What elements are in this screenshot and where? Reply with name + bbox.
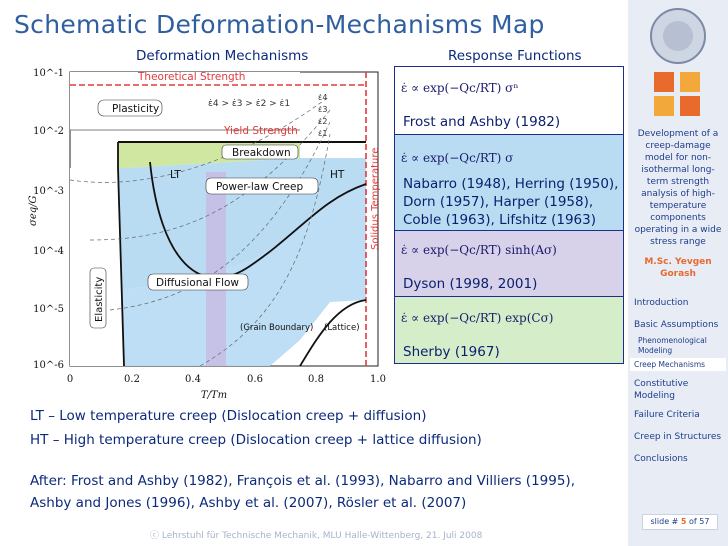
yield-strength-label: Yield Strength bbox=[223, 125, 298, 137]
elasticity-label: Elasticity bbox=[94, 277, 105, 322]
footer: ⓒ Lehrstuhl für Technische Mechanik, MLU… bbox=[150, 531, 483, 541]
nav-creep-in-structures[interactable]: Creep in Structures bbox=[634, 432, 722, 442]
solidus-label: Solidus Temperature bbox=[370, 148, 381, 250]
slide-title: Schematic Deformation-Mechanisms Map bbox=[14, 10, 545, 39]
response-citation: Frost and Ashby (1982) bbox=[403, 114, 561, 130]
creep-boundary bbox=[117, 142, 125, 367]
x-tick: 0.8 bbox=[308, 374, 324, 385]
y-tick: 10^-4 bbox=[33, 246, 64, 257]
legend-ht: HT – High temperature creep (Dislocation… bbox=[30, 432, 482, 448]
university-seal-icon bbox=[650, 8, 706, 64]
lattice-label: (Lattice) bbox=[324, 323, 360, 333]
x-tick: 0.4 bbox=[185, 374, 201, 385]
nav-conclusions[interactable]: Conclusions bbox=[634, 454, 688, 464]
response-formula: ε̇ ∝ exp(−Qc/RT) σ bbox=[401, 151, 514, 165]
response-formula: ε̇ ∝ exp(−Qc/RT) sinh(Aσ) bbox=[401, 243, 557, 257]
ht-label: HT bbox=[330, 169, 345, 181]
power-diff-boundary bbox=[149, 161, 367, 279]
response-citation: Dyson (1998, 2001) bbox=[403, 276, 538, 292]
response-box-1: ε̇ ∝ exp(−Qc/RT) σⁿ Frost and Ashby (198… bbox=[394, 66, 624, 136]
after-references: After: Frost and Ashby (1982), François … bbox=[30, 470, 620, 514]
lattice-boundary bbox=[299, 299, 367, 367]
left-heading: Deformation Mechanisms bbox=[136, 48, 309, 64]
institute-logo-icon bbox=[654, 72, 700, 116]
nav-failure-criteria[interactable]: Failure Criteria bbox=[634, 410, 700, 420]
sidebar-description: Development of a creep-damage model for … bbox=[634, 129, 722, 247]
power-law-creep-label: Power-law Creep bbox=[216, 181, 303, 193]
response-box-2: ε̇ ∝ exp(−Qc/RT) σ Nabarro (1948), Herri… bbox=[394, 134, 624, 232]
y-tick: 10^-6 bbox=[33, 360, 64, 371]
x-tick: 0.2 bbox=[124, 374, 140, 385]
grain-boundary-label: (Grain Boundary) bbox=[240, 323, 313, 333]
response-citation: Nabarro (1948), Herring (1950), Dorn (19… bbox=[403, 176, 619, 228]
diffusional-flow-label: Diffusional Flow bbox=[156, 277, 239, 289]
legend-lt: LT – Low temperature creep (Dislocation … bbox=[30, 408, 427, 424]
x-axis-label: T/Tm bbox=[201, 390, 227, 400]
y-axis-label: σeq/G bbox=[28, 195, 39, 226]
lt-label: LT bbox=[170, 169, 181, 181]
deformation-map: 0 0.2 0.4 0.6 0.8 1.0 T/Tm 10^-1 10^-2 1… bbox=[28, 68, 386, 400]
nav-creep-mechanisms[interactable]: Creep Mechanisms bbox=[630, 358, 726, 371]
strain-rate-label: ε̇4 bbox=[318, 93, 327, 102]
response-box-3: ε̇ ∝ exp(−Qc/RT) sinh(Aσ) Dyson (1998, 2… bbox=[394, 230, 624, 298]
x-tick: 0.6 bbox=[247, 374, 263, 385]
y-tick: 10^-1 bbox=[33, 68, 64, 79]
x-tick: 1.0 bbox=[370, 374, 386, 385]
x-tick: 0 bbox=[67, 374, 73, 385]
response-formula: ε̇ ∝ exp(−Qc/RT) σⁿ bbox=[401, 81, 519, 95]
nav-phenomenological-modeling[interactable]: Phenomenological Modeling bbox=[638, 336, 707, 355]
strain-rate-label: ε̇1 bbox=[318, 129, 327, 138]
strain-order: ε̇4 > ε̇3 > ε̇2 > ε̇1 bbox=[208, 99, 290, 109]
transition-band bbox=[206, 172, 226, 366]
slide-counter: slide # 5 of 57 bbox=[642, 514, 718, 530]
breakdown-label: Breakdown bbox=[232, 147, 291, 159]
strain-rate-label: ε̇2 bbox=[318, 117, 327, 126]
elasticity-region bbox=[70, 168, 124, 366]
response-citation: Sherby (1967) bbox=[403, 344, 500, 360]
nav-basic-assumptions[interactable]: Basic Assumptions bbox=[634, 320, 719, 330]
after-line: Ashby and Jones (1996), Ashby et al. (20… bbox=[30, 495, 467, 511]
right-heading: Response Functions bbox=[448, 48, 582, 64]
response-formula: ε̇ ∝ exp(−Qc/RT) exp(Cσ) bbox=[401, 311, 554, 325]
after-line: After: Frost and Ashby (1982), François … bbox=[30, 473, 575, 489]
slide-current: 5 bbox=[680, 517, 687, 526]
nav-constitutive-modeling[interactable]: Constitutive Modeling bbox=[634, 379, 689, 401]
response-box-4: ε̇ ∝ exp(−Qc/RT) exp(Cσ) Sherby (1967) bbox=[394, 296, 624, 364]
sidebar: Development of a creep-damage model for … bbox=[628, 0, 728, 546]
y-tick: 10^-5 bbox=[33, 304, 64, 315]
y-tick: 10^-2 bbox=[33, 126, 64, 137]
y-tick: 10^-3 bbox=[33, 186, 64, 197]
plasticity-label: Plasticity bbox=[112, 103, 159, 115]
sidebar-author: M.Sc. Yevgen Gorash bbox=[644, 257, 712, 279]
strain-rate-label: ε̇3 bbox=[318, 105, 327, 114]
theoretical-strength-label: Theoretical Strength bbox=[137, 71, 245, 83]
nav-introduction[interactable]: Introduction bbox=[634, 298, 689, 308]
